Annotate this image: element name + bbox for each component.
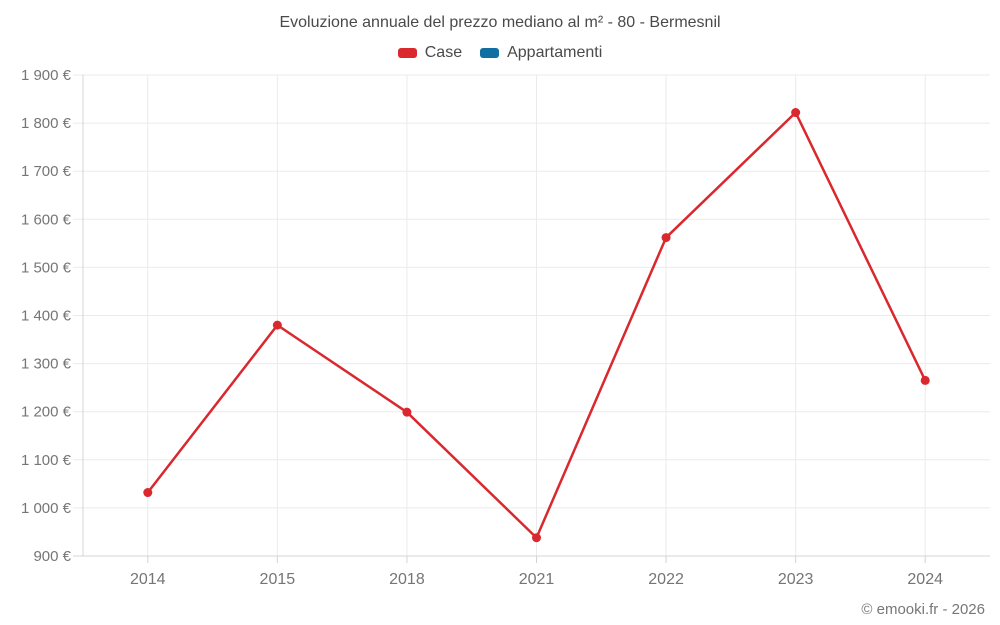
chart-legend: Case Appartamenti	[0, 44, 1000, 62]
copyright-footer: © emooki.fr - 2026	[861, 601, 985, 618]
y-axis-tick-label: 1 800 €	[21, 115, 72, 132]
y-axis-tick-label: 1 900 €	[21, 67, 72, 84]
legend-label-appartamenti: Appartamenti	[507, 44, 603, 61]
y-axis-tick-label: 1 700 €	[21, 163, 72, 180]
y-axis-tick-label: 1 500 €	[21, 259, 72, 276]
y-axis-tick-label: 1 100 €	[21, 452, 72, 469]
case-data-point	[402, 407, 412, 417]
case-data-point	[920, 375, 930, 385]
case-data-point	[661, 233, 671, 243]
x-axis-tick-label: 2014	[130, 571, 166, 588]
y-axis-tick-label: 900 €	[33, 548, 71, 565]
x-axis-tick-label: 2021	[519, 571, 555, 588]
y-axis-tick-label: 1 600 €	[21, 211, 72, 228]
chart-title: Evoluzione annuale del prezzo mediano al…	[279, 14, 721, 31]
y-axis-tick-label: 1 200 €	[21, 404, 72, 421]
y-axis-tick-label: 1 000 €	[21, 500, 72, 517]
y-axis-tick-label: 1 400 €	[21, 308, 72, 325]
case-data-point	[272, 320, 282, 330]
legend-item-appartamenti[interactable]: Appartamenti	[480, 44, 602, 62]
x-axis-tick-label: 2018	[389, 571, 425, 588]
x-axis-tick-label: 2024	[907, 571, 943, 588]
y-axis-tick-label: 1 300 €	[21, 356, 72, 373]
case-data-point	[791, 108, 801, 118]
case-series-swatch	[397, 48, 417, 58]
legend-item-case[interactable]: Case	[397, 44, 463, 62]
case-data-point	[143, 488, 153, 498]
case-data-point	[532, 533, 541, 543]
x-axis-tick-label: 2015	[260, 571, 296, 588]
x-axis-tick-label: 2022	[648, 571, 684, 588]
x-axis-tick-label: 2023	[778, 571, 814, 588]
legend-label-case: Case	[424, 44, 463, 61]
appartamenti-series-swatch	[480, 48, 500, 58]
